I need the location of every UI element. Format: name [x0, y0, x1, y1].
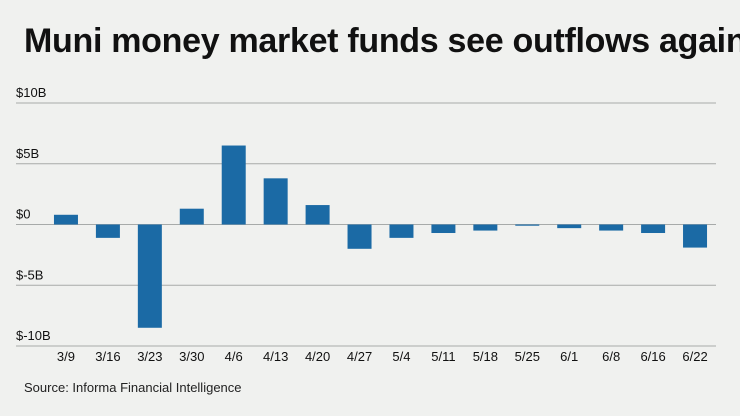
bar-6-22 — [683, 224, 708, 248]
bar-6-16 — [641, 224, 666, 234]
bar-4-13 — [263, 178, 288, 225]
source-note: Source: Informa Financial Intelligence — [24, 380, 242, 395]
bar-4-20 — [305, 205, 330, 225]
y-tick-label: $0 — [16, 207, 30, 222]
x-tick-label: 4/27 — [347, 349, 372, 364]
x-tick-label: 5/4 — [392, 349, 410, 364]
x-tick-label: 5/25 — [515, 349, 540, 364]
bar-5-25 — [515, 224, 540, 226]
x-tick-label: 3/30 — [179, 349, 204, 364]
bar-4-6 — [221, 145, 246, 225]
bar-3-30 — [179, 208, 204, 225]
bar-3-16 — [95, 224, 120, 238]
y-tick-labels: $10B $5B $0 $-5B $-10B — [16, 85, 51, 343]
x-tick-label: 4/6 — [225, 349, 243, 364]
x-tick-label: 6/22 — [682, 349, 707, 364]
bar-4-27 — [347, 224, 372, 249]
x-tick-label: 3/23 — [137, 349, 162, 364]
y-tick-label: $-5B — [16, 267, 43, 282]
x-tick-label: 4/13 — [263, 349, 288, 364]
x-tick-labels: 3/9 3/16 3/23 3/30 4/6 4/13 4/20 4/27 5/4 5/11 5/1… — [57, 349, 708, 364]
x-tick-label: 5/11 — [431, 349, 455, 364]
x-tick-label: 6/8 — [602, 349, 620, 364]
bars — [53, 145, 708, 328]
x-tick-label: 5/18 — [473, 349, 498, 364]
bar-5-4 — [389, 224, 414, 238]
bar-5-11 — [431, 224, 456, 234]
y-tick-label: $10B — [16, 85, 46, 100]
bar-3-23 — [137, 224, 162, 328]
bar-3-9 — [53, 214, 78, 225]
chart-title: Muni money market funds see outflows aga… — [24, 22, 740, 60]
y-tick-label: $-10B — [16, 328, 51, 343]
x-tick-label: 3/16 — [95, 349, 120, 364]
x-tick-label: 6/1 — [560, 349, 578, 364]
x-tick-label: 6/16 — [640, 349, 665, 364]
y-tick-label: $5B — [16, 146, 39, 161]
x-tick-label: 4/20 — [305, 349, 330, 364]
bar-5-18 — [473, 224, 498, 231]
x-tick-label: 3/9 — [57, 349, 75, 364]
bar-6-8 — [599, 224, 624, 231]
bar-6-1 — [557, 224, 582, 229]
